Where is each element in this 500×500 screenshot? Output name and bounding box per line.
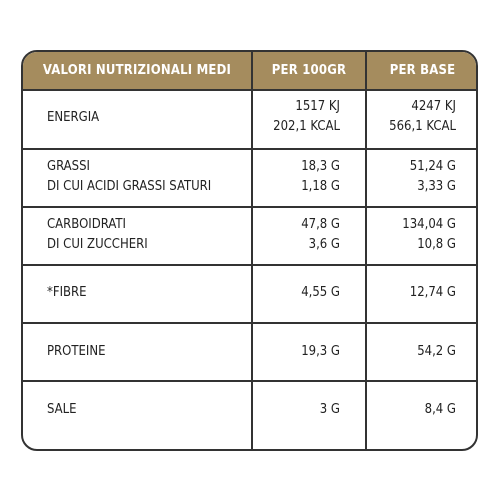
value-per-base: 4247 KJ [411, 99, 456, 114]
value-per-100g: 1517 KJ [295, 99, 340, 114]
column-divider [365, 52, 367, 449]
value-per-100g: 18,3 G [301, 159, 340, 174]
value-per-100g: 19,3 G [301, 344, 340, 359]
nutrition-table: VALORI NUTRIZIONALI MEDI PER 100GR PER B… [21, 50, 478, 451]
value-per-base: 8,4 G [424, 402, 456, 417]
header-nutrient: VALORI NUTRIZIONALI MEDI [42, 63, 232, 78]
value-per-100g: 1,18 G [301, 179, 340, 194]
value-per-base: 10,8 G [417, 237, 456, 252]
row-label: ENERGIA [47, 110, 100, 125]
value-per-100g: 47,8 G [301, 217, 340, 232]
row-label: SALE [47, 402, 77, 417]
row-label: PROTEINE [47, 344, 106, 359]
column-divider [251, 52, 253, 449]
header-per-100g: PER 100GR [271, 63, 347, 78]
value-per-100g: 3 G [319, 402, 340, 417]
value-per-100g: 202,1 KCAL [273, 119, 340, 134]
value-per-100g: 3,6 G [308, 237, 340, 252]
value-per-base: 566,1 KCAL [389, 119, 456, 134]
table-row-fibre: *FIBRE 4,55 G 12,74 G [23, 264, 476, 322]
table-row-sale: SALE 3 G 8,4 G [23, 380, 476, 449]
value-per-base: 54,2 G [417, 344, 456, 359]
value-per-base: 3,33 G [417, 179, 456, 194]
header-per-base: PER BASE [389, 63, 456, 78]
value-per-base: 12,74 G [409, 285, 456, 300]
row-label: GRASSI [47, 159, 90, 174]
table-row-energia: ENERGIA 1517 KJ 202,1 KCAL 4247 KJ 566,1… [23, 89, 476, 148]
row-label: CARBOIDRATI [47, 217, 126, 232]
table-row-carboidrati: CARBOIDRATI DI CUI ZUCCHERI 47,8 G 3,6 G… [23, 206, 476, 264]
row-label: *FIBRE [47, 285, 87, 300]
value-per-base: 51,24 G [409, 159, 456, 174]
value-per-base: 134,04 G [402, 217, 456, 232]
row-sublabel: DI CUI ZUCCHERI [47, 237, 148, 252]
value-per-100g: 4,55 G [301, 285, 340, 300]
table-row-proteine: PROTEINE 19,3 G 54,2 G [23, 322, 476, 380]
table-header: VALORI NUTRIZIONALI MEDI PER 100GR PER B… [23, 52, 476, 89]
table-row-grassi: GRASSI DI CUI ACIDI GRASSI SATURI 18,3 G… [23, 148, 476, 206]
row-sublabel: DI CUI ACIDI GRASSI SATURI [47, 179, 212, 194]
